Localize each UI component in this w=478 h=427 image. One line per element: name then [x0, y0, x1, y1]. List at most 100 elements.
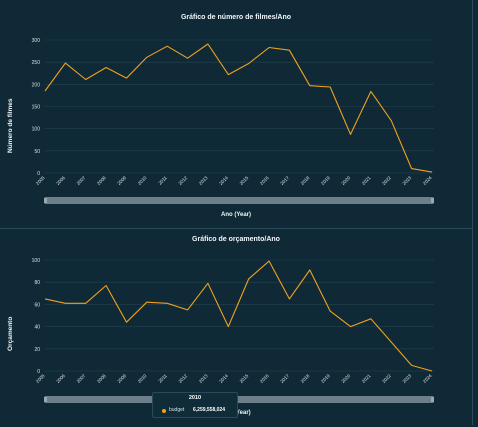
- x-tick-label: 2007: [76, 373, 87, 384]
- x-tick-label: 2023: [402, 175, 413, 186]
- y-tick-label: 0: [37, 171, 40, 177]
- x-tick-label: 2021: [361, 175, 372, 186]
- data-point: [431, 370, 433, 372]
- x-tick-label: 2013: [198, 373, 209, 384]
- x-tick-label: 2008: [96, 175, 107, 186]
- data-point: [85, 79, 87, 81]
- scrollbar-right-handle[interactable]: [431, 198, 434, 203]
- data-point: [187, 57, 189, 59]
- x-tick-label: 2018: [300, 175, 311, 186]
- y-tick-label: 40: [34, 325, 40, 331]
- x-tick-label: 2023: [402, 373, 413, 384]
- x-tick-label: 2020: [340, 373, 351, 384]
- data-point: [390, 120, 392, 122]
- data-point: [146, 56, 148, 58]
- data-point: [289, 49, 291, 51]
- x-tick-label: 2006: [55, 373, 66, 384]
- data-point: [166, 302, 168, 304]
- data-point: [248, 278, 250, 280]
- data-point: [44, 90, 46, 92]
- scrollbar-left-handle[interactable]: [44, 198, 47, 203]
- x-tick-label: 2022: [381, 373, 392, 384]
- x-tick-label: 2016: [259, 175, 270, 186]
- data-point: [126, 77, 128, 79]
- x-tick-label: 2017: [279, 373, 290, 384]
- x-tick-label: 2016: [259, 373, 270, 384]
- x-tick-label: 2024: [422, 175, 433, 186]
- data-point: [166, 45, 168, 47]
- y-tick-label: 100: [32, 127, 41, 133]
- x-tick-label: 2014: [218, 373, 229, 384]
- data-point: [207, 43, 209, 45]
- tooltip-series-name: budget: [169, 407, 184, 413]
- x-tick-label: 2019: [320, 373, 331, 384]
- data-point: [64, 62, 66, 64]
- y-tick-label: 100: [32, 258, 41, 264]
- x-tick-label: 2020: [340, 175, 351, 186]
- x-tick-label: 2006: [55, 175, 66, 186]
- data-point: [370, 91, 372, 93]
- data-point: [248, 63, 250, 65]
- data-point: [350, 134, 352, 136]
- y-tick-label: 200: [32, 82, 41, 88]
- x-tick-label: 2011: [157, 373, 168, 384]
- data-point: [309, 85, 311, 87]
- data-point: [309, 269, 311, 271]
- data-point: [44, 298, 46, 300]
- y-tick-label: 50: [34, 149, 40, 155]
- data-point: [146, 301, 148, 303]
- x-tick-label: 2015: [239, 175, 250, 186]
- x-tick-label: 2009: [116, 175, 127, 186]
- y-tick-label: 80: [34, 280, 40, 286]
- x-tick-label: 2010: [137, 175, 148, 186]
- y-tick-label: 0: [37, 369, 40, 375]
- x-tick-label: 2013: [198, 175, 209, 186]
- x-tick-label: 2019: [320, 175, 331, 186]
- x-tick-label: 2017: [279, 175, 290, 186]
- series-marker-icon: [162, 409, 166, 413]
- data-point: [64, 302, 66, 304]
- x-tick-label: 2012: [178, 175, 189, 186]
- data-point: [187, 309, 189, 311]
- data-point: [411, 365, 413, 367]
- data-point: [207, 282, 209, 284]
- data-point: [105, 67, 107, 69]
- x-tick-label: 2024: [422, 373, 433, 384]
- series-line: [45, 261, 432, 371]
- data-point: [329, 310, 331, 312]
- data-point: [329, 86, 331, 88]
- x-tick-label: 2018: [300, 373, 311, 384]
- y-tick-label: 150: [32, 105, 41, 111]
- scrollbar-left-handle[interactable]: [44, 397, 47, 402]
- series-line: [45, 44, 432, 172]
- data-point: [268, 47, 270, 49]
- y-tick-label: 250: [32, 60, 41, 66]
- x-tick-label: 2007: [76, 175, 87, 186]
- x-tick-label: 2011: [157, 175, 168, 186]
- x-range-scrollbar[interactable]: [44, 197, 434, 204]
- y-tick-label: 20: [34, 347, 40, 353]
- x-tick-label: 2010: [137, 373, 148, 384]
- x-tick-label: 2022: [381, 175, 392, 186]
- data-point: [390, 341, 392, 343]
- x-tick-label: 2021: [361, 373, 372, 384]
- x-tick-label: 2009: [116, 373, 127, 384]
- x-tick-label: 2008: [96, 373, 107, 384]
- data-point: [289, 298, 291, 300]
- y-tick-label: 60: [34, 302, 40, 308]
- data-point: [411, 168, 413, 170]
- data-point: [370, 318, 372, 320]
- data-point: [227, 74, 229, 76]
- data-point: [105, 285, 107, 287]
- data-point: [126, 321, 128, 323]
- y-tick-label: 300: [32, 38, 41, 44]
- data-point: [268, 260, 270, 262]
- data-point: [227, 326, 229, 328]
- x-tick-label: 2014: [218, 175, 229, 186]
- tooltip-value: 6,259,558,024: [193, 407, 225, 413]
- hover-tooltip: 2010 budget 6,259,558,024: [152, 392, 238, 418]
- x-range-scrollbar[interactable]: [44, 396, 434, 403]
- scrollbar-right-handle[interactable]: [431, 397, 434, 402]
